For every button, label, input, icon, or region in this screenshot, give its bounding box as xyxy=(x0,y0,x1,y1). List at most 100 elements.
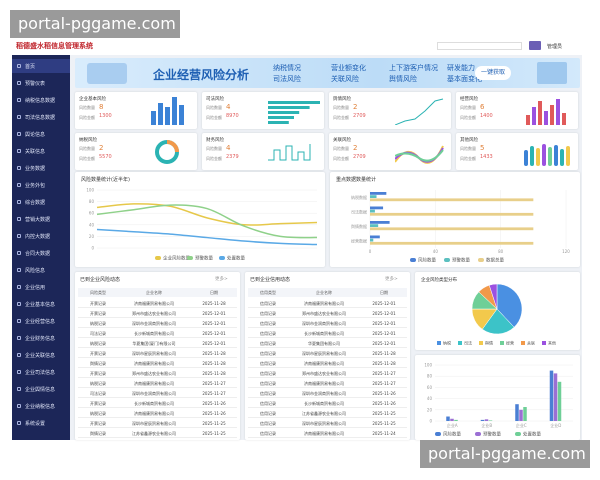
table-cell: 司法记录 xyxy=(90,331,106,336)
sidebar-label[interactable]: 首页 xyxy=(25,64,36,70)
card-value: 2709 xyxy=(353,154,366,160)
legend-label: 风险数量 xyxy=(418,257,436,264)
table-row xyxy=(78,308,237,318)
bar xyxy=(553,373,558,421)
sidebar-item[interactable]: 系统设置 xyxy=(12,416,70,430)
sidebar-item[interactable]: 企业财务信息 xyxy=(12,331,70,345)
table-row xyxy=(248,378,407,388)
legend-label: 经营 xyxy=(506,340,514,346)
table-cell: 纳税记录 xyxy=(90,381,106,386)
table-cell: 2025-12-01 xyxy=(372,301,396,306)
table-cell: 深圳市金润商贸有限公司 xyxy=(132,321,176,326)
sidebar-label[interactable]: 关联信息 xyxy=(25,149,46,155)
banner-button[interactable]: 一键获取 xyxy=(475,66,511,80)
card-value: 1433 xyxy=(480,154,493,160)
sidebar-item[interactable]: 纳税信息数据 xyxy=(12,93,70,107)
watermark: portal-pggame.com xyxy=(420,440,590,468)
sidebar-item[interactable]: 合同大数据 xyxy=(12,246,70,260)
sidebar-item[interactable]: 企业舆情信息 xyxy=(12,382,70,396)
sidebar-label[interactable]: 系统设置 xyxy=(25,421,46,427)
sidebar-label[interactable]: 企业经营信息 xyxy=(25,319,56,325)
sidebar-label[interactable]: 预警仪表 xyxy=(25,81,46,87)
sidebar-label[interactable]: 企业信用 xyxy=(25,285,46,291)
table-cell: 2025-11-26 xyxy=(372,401,396,406)
sidebar-label[interactable]: 企业纳税信息 xyxy=(25,404,56,410)
card-value: 2 xyxy=(353,144,358,152)
sidebar-item[interactable]: 风险信息 xyxy=(12,263,70,277)
sidebar-item[interactable]: 营销大数据 xyxy=(12,212,70,226)
card-value: 5 xyxy=(480,144,485,152)
legend-label: 预警数量 xyxy=(195,255,213,262)
table-more[interactable]: 更多> xyxy=(385,277,398,282)
table-cell: 2025-12-01 xyxy=(372,311,396,316)
card-value: 5570 xyxy=(99,154,112,160)
sidebar-label[interactable]: 舆论信息 xyxy=(25,132,46,138)
sidebar-label[interactable]: 风险信息 xyxy=(25,268,46,274)
sidebar-item[interactable]: 预警仪表 xyxy=(12,76,70,90)
bar xyxy=(519,409,523,421)
table-header: 企业名称 xyxy=(316,290,332,295)
chart xyxy=(395,145,444,164)
sidebar-label[interactable]: 企业司法信息 xyxy=(25,370,56,376)
legend-label: 关联 xyxy=(527,340,535,346)
banner-tag: 营业额变化 xyxy=(331,64,366,72)
card-value: 1300 xyxy=(99,113,112,119)
header-button[interactable] xyxy=(529,41,541,50)
sidebar-item[interactable]: 司法信息数据 xyxy=(12,110,70,124)
y-tick-label: 40 xyxy=(89,222,95,227)
sidebar-label[interactable]: 综合数据 xyxy=(25,200,46,206)
sidebar-label[interactable]: 合同大数据 xyxy=(25,251,51,257)
sidebar-icon xyxy=(17,285,21,289)
table-cell: 2025-11-28 xyxy=(372,361,396,366)
table-cell: 信用记录 xyxy=(260,401,276,406)
chart xyxy=(526,99,566,125)
x-tick-label: 企业A xyxy=(447,422,458,428)
sidebar-label[interactable]: 企业财务信息 xyxy=(25,336,56,342)
sidebar-label[interactable]: 司法信息数据 xyxy=(25,115,56,121)
sidebar-label[interactable]: 内控大数据 xyxy=(25,234,51,240)
mini-bar xyxy=(556,99,560,125)
card-label: 风险数量 xyxy=(206,105,222,110)
sidebar-item[interactable]: 企业关联信息 xyxy=(12,348,70,362)
table-cell: 开票记录 xyxy=(90,311,106,316)
sidebar-item[interactable]: 企业基本信息 xyxy=(12,297,70,311)
card-graphic xyxy=(522,97,574,125)
sidebar-item[interactable]: 企业纳税信息 xyxy=(12,399,70,413)
pie-slice xyxy=(488,283,498,310)
sidebar-item[interactable]: 综合数据 xyxy=(12,195,70,209)
user-name[interactable]: 管理员 xyxy=(547,44,563,50)
sidebar-item[interactable]: 业务外包 xyxy=(12,178,70,192)
sidebar-label[interactable]: 业务外包 xyxy=(25,183,46,189)
banner-graphic xyxy=(537,62,567,84)
sidebar-item[interactable]: 关联信息 xyxy=(12,144,70,158)
sidebar-item[interactable]: 企业司法信息 xyxy=(12,365,70,379)
table-cell: 2025-11-27 xyxy=(202,381,226,386)
sidebar-item[interactable]: 首页 xyxy=(12,59,70,73)
sidebar-label[interactable]: 企业基本信息 xyxy=(25,302,56,308)
table-cell: 2025-11-25 xyxy=(202,421,226,426)
column-chart-panel: 0 20 40 60 80 100 企业A 企业B 企业C 企业D 风险数量 预警数量 处置数量 xyxy=(415,355,580,440)
table-header-row xyxy=(248,288,407,297)
sidebar-icon xyxy=(17,217,21,221)
legend-label: 风险数量 xyxy=(443,431,461,438)
sidebar-item[interactable]: 舆论信息 xyxy=(12,127,70,141)
sidebar-label[interactable]: 业务数据 xyxy=(25,166,46,172)
sidebar-item[interactable]: 业务数据 xyxy=(12,161,70,175)
sidebar-item[interactable]: 内控大数据 xyxy=(12,229,70,243)
mini-bar xyxy=(544,111,548,125)
table-more[interactable]: 更多> xyxy=(215,277,228,282)
sidebar-label[interactable]: 营销大数据 xyxy=(25,217,51,223)
sidebar-item[interactable]: 企业信用 xyxy=(12,280,70,294)
card-value: 8970 xyxy=(226,113,239,119)
table-cell: 郑州市盛达农业有限公司 xyxy=(132,311,176,316)
table-cell: 开票记录 xyxy=(90,421,106,426)
sidebar-item[interactable]: 企业经营信息 xyxy=(12,314,70,328)
sidebar-label[interactable]: 纳税信息数据 xyxy=(25,98,56,104)
sidebar-label[interactable]: 企业关联信息 xyxy=(25,353,56,359)
card-label: 风险金额 xyxy=(333,156,349,161)
mini-bar xyxy=(560,149,564,166)
bar xyxy=(370,238,374,242)
bar xyxy=(370,227,534,231)
sidebar-label[interactable]: 企业舆情信息 xyxy=(25,387,56,393)
